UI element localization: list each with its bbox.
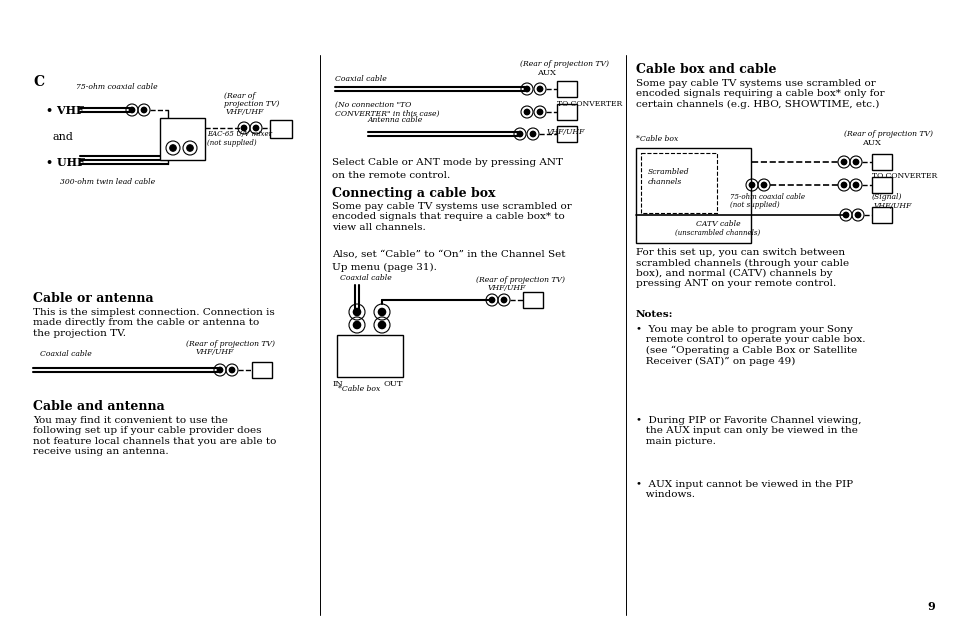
Text: AUX: AUX <box>537 69 556 77</box>
Text: VHF/UHF: VHF/UHF <box>195 348 234 356</box>
Text: Some pay cable TV systems use scrambled or
encoded signals requiring a cable box: Some pay cable TV systems use scrambled … <box>636 79 883 109</box>
Bar <box>336 335 402 377</box>
Circle shape <box>241 126 247 131</box>
Text: (not supplied): (not supplied) <box>729 201 779 209</box>
Text: For this set up, you can switch between
scrambled channels (through your cable
b: For this set up, you can switch between … <box>636 248 848 288</box>
Circle shape <box>855 212 860 217</box>
Text: AUX: AUX <box>862 139 880 147</box>
Bar <box>160 118 205 160</box>
Circle shape <box>517 131 522 137</box>
Text: 300-ohm twin lead cable: 300-ohm twin lead cable <box>60 178 155 186</box>
Circle shape <box>748 183 754 188</box>
Bar <box>871 154 891 170</box>
Text: 75-ohm coaxial cable: 75-ohm coaxial cable <box>729 193 804 201</box>
Text: VHF/UHF: VHF/UHF <box>873 202 911 210</box>
Text: VHF/UHF: VHF/UHF <box>226 108 264 116</box>
Circle shape <box>841 159 846 165</box>
Text: (Rear of: (Rear of <box>224 92 255 100</box>
Circle shape <box>524 109 529 115</box>
Text: (not supplied): (not supplied) <box>207 139 256 147</box>
Circle shape <box>253 126 258 131</box>
Text: 9: 9 <box>926 600 934 612</box>
Circle shape <box>229 367 234 373</box>
Circle shape <box>353 308 360 316</box>
Text: EAC-65 U/V mixer: EAC-65 U/V mixer <box>207 130 272 138</box>
Circle shape <box>378 308 385 316</box>
Text: VHF/UHF: VHF/UHF <box>488 284 526 292</box>
Text: Some pay cable TV systems use scrambled or
encoded signals that require a cable : Some pay cable TV systems use scrambled … <box>332 202 571 232</box>
Text: C: C <box>33 75 44 89</box>
Text: •  During PIP or Favorite Channel viewing,
   the AUX input can only be viewed i: • During PIP or Favorite Channel viewing… <box>636 416 861 446</box>
Text: (No connection "TO: (No connection "TO <box>335 101 411 109</box>
Text: Up menu (page 31).: Up menu (page 31). <box>332 263 436 272</box>
Text: Notes:: Notes: <box>636 310 673 319</box>
Text: (Signal): (Signal) <box>871 193 902 201</box>
Bar <box>871 207 891 223</box>
Bar <box>640 153 717 213</box>
Text: (Rear of projection TV): (Rear of projection TV) <box>843 130 932 138</box>
Text: (Rear of projection TV): (Rear of projection TV) <box>186 340 274 348</box>
Text: •  AUX input cannot be viewed in the PIP
   windows.: • AUX input cannot be viewed in the PIP … <box>636 480 852 500</box>
Bar <box>636 148 750 243</box>
Circle shape <box>489 297 495 302</box>
Text: OUT: OUT <box>384 380 403 388</box>
Text: TO CONVERTER: TO CONVERTER <box>871 172 936 180</box>
Text: IN: IN <box>333 380 343 388</box>
Text: and: and <box>53 132 73 142</box>
Text: Also, set “Cable” to “On” in the Channel Set: Also, set “Cable” to “On” in the Channel… <box>332 250 565 259</box>
Bar <box>252 362 272 378</box>
Bar <box>522 292 542 308</box>
Circle shape <box>500 297 506 302</box>
Circle shape <box>353 321 360 328</box>
Circle shape <box>852 183 858 188</box>
Circle shape <box>141 107 147 113</box>
Text: TO CONVERTER: TO CONVERTER <box>557 100 621 108</box>
Text: (unscrambled channels): (unscrambled channels) <box>675 229 760 237</box>
Text: VHF/UHF: VHF/UHF <box>546 128 584 136</box>
Text: • VHF: • VHF <box>46 105 84 115</box>
Text: *Cable box: *Cable box <box>636 135 678 143</box>
Text: CATV cable: CATV cable <box>695 220 740 228</box>
Circle shape <box>842 212 848 217</box>
Text: You may find it convenient to use the
following set up if your cable provider do: You may find it convenient to use the fo… <box>33 416 276 456</box>
Text: Scrambled: Scrambled <box>647 168 689 176</box>
Text: Coaxial cable: Coaxial cable <box>40 350 91 358</box>
Circle shape <box>537 109 542 115</box>
Text: (Rear of projection TV): (Rear of projection TV) <box>476 276 564 284</box>
Bar <box>270 120 292 138</box>
Circle shape <box>852 159 858 165</box>
Circle shape <box>378 321 385 328</box>
Circle shape <box>130 107 134 113</box>
Text: 75-ohm coaxial cable: 75-ohm coaxial cable <box>76 83 157 91</box>
Text: Antenna cable: Antenna cable <box>368 116 423 124</box>
Bar <box>871 177 891 193</box>
Circle shape <box>760 183 766 188</box>
Circle shape <box>841 183 846 188</box>
Bar <box>557 126 577 142</box>
Text: Select Cable or ANT mode by pressing ANT: Select Cable or ANT mode by pressing ANT <box>332 158 562 167</box>
Text: projection TV): projection TV) <box>224 100 279 108</box>
Circle shape <box>170 145 176 151</box>
Text: Coaxial cable: Coaxial cable <box>339 274 392 282</box>
Circle shape <box>524 86 529 92</box>
Bar <box>557 104 577 120</box>
Text: Cable box and cable: Cable box and cable <box>636 63 776 76</box>
Text: on the remote control.: on the remote control. <box>332 171 450 180</box>
Circle shape <box>187 145 193 151</box>
Text: This is the simplest connection. Connection is
made directly from the cable or a: This is the simplest connection. Connect… <box>33 308 274 338</box>
Text: •  You may be able to program your Sony
   remote control to operate your cable : • You may be able to program your Sony r… <box>636 325 864 366</box>
Circle shape <box>217 367 222 373</box>
Text: Coaxial cable: Coaxial cable <box>335 75 386 83</box>
Bar <box>557 81 577 97</box>
Text: Cable or antenna: Cable or antenna <box>33 292 153 305</box>
Text: channels: channels <box>647 178 681 186</box>
Text: Connecting a cable box: Connecting a cable box <box>332 187 495 200</box>
Text: *Cable box: *Cable box <box>337 385 380 393</box>
Text: Cable and antenna: Cable and antenna <box>33 400 165 413</box>
Circle shape <box>530 131 536 137</box>
Text: CONVERTER" in this case): CONVERTER" in this case) <box>335 110 439 118</box>
Text: (Rear of projection TV): (Rear of projection TV) <box>519 60 608 68</box>
Text: • UHF: • UHF <box>46 157 85 167</box>
Circle shape <box>537 86 542 92</box>
